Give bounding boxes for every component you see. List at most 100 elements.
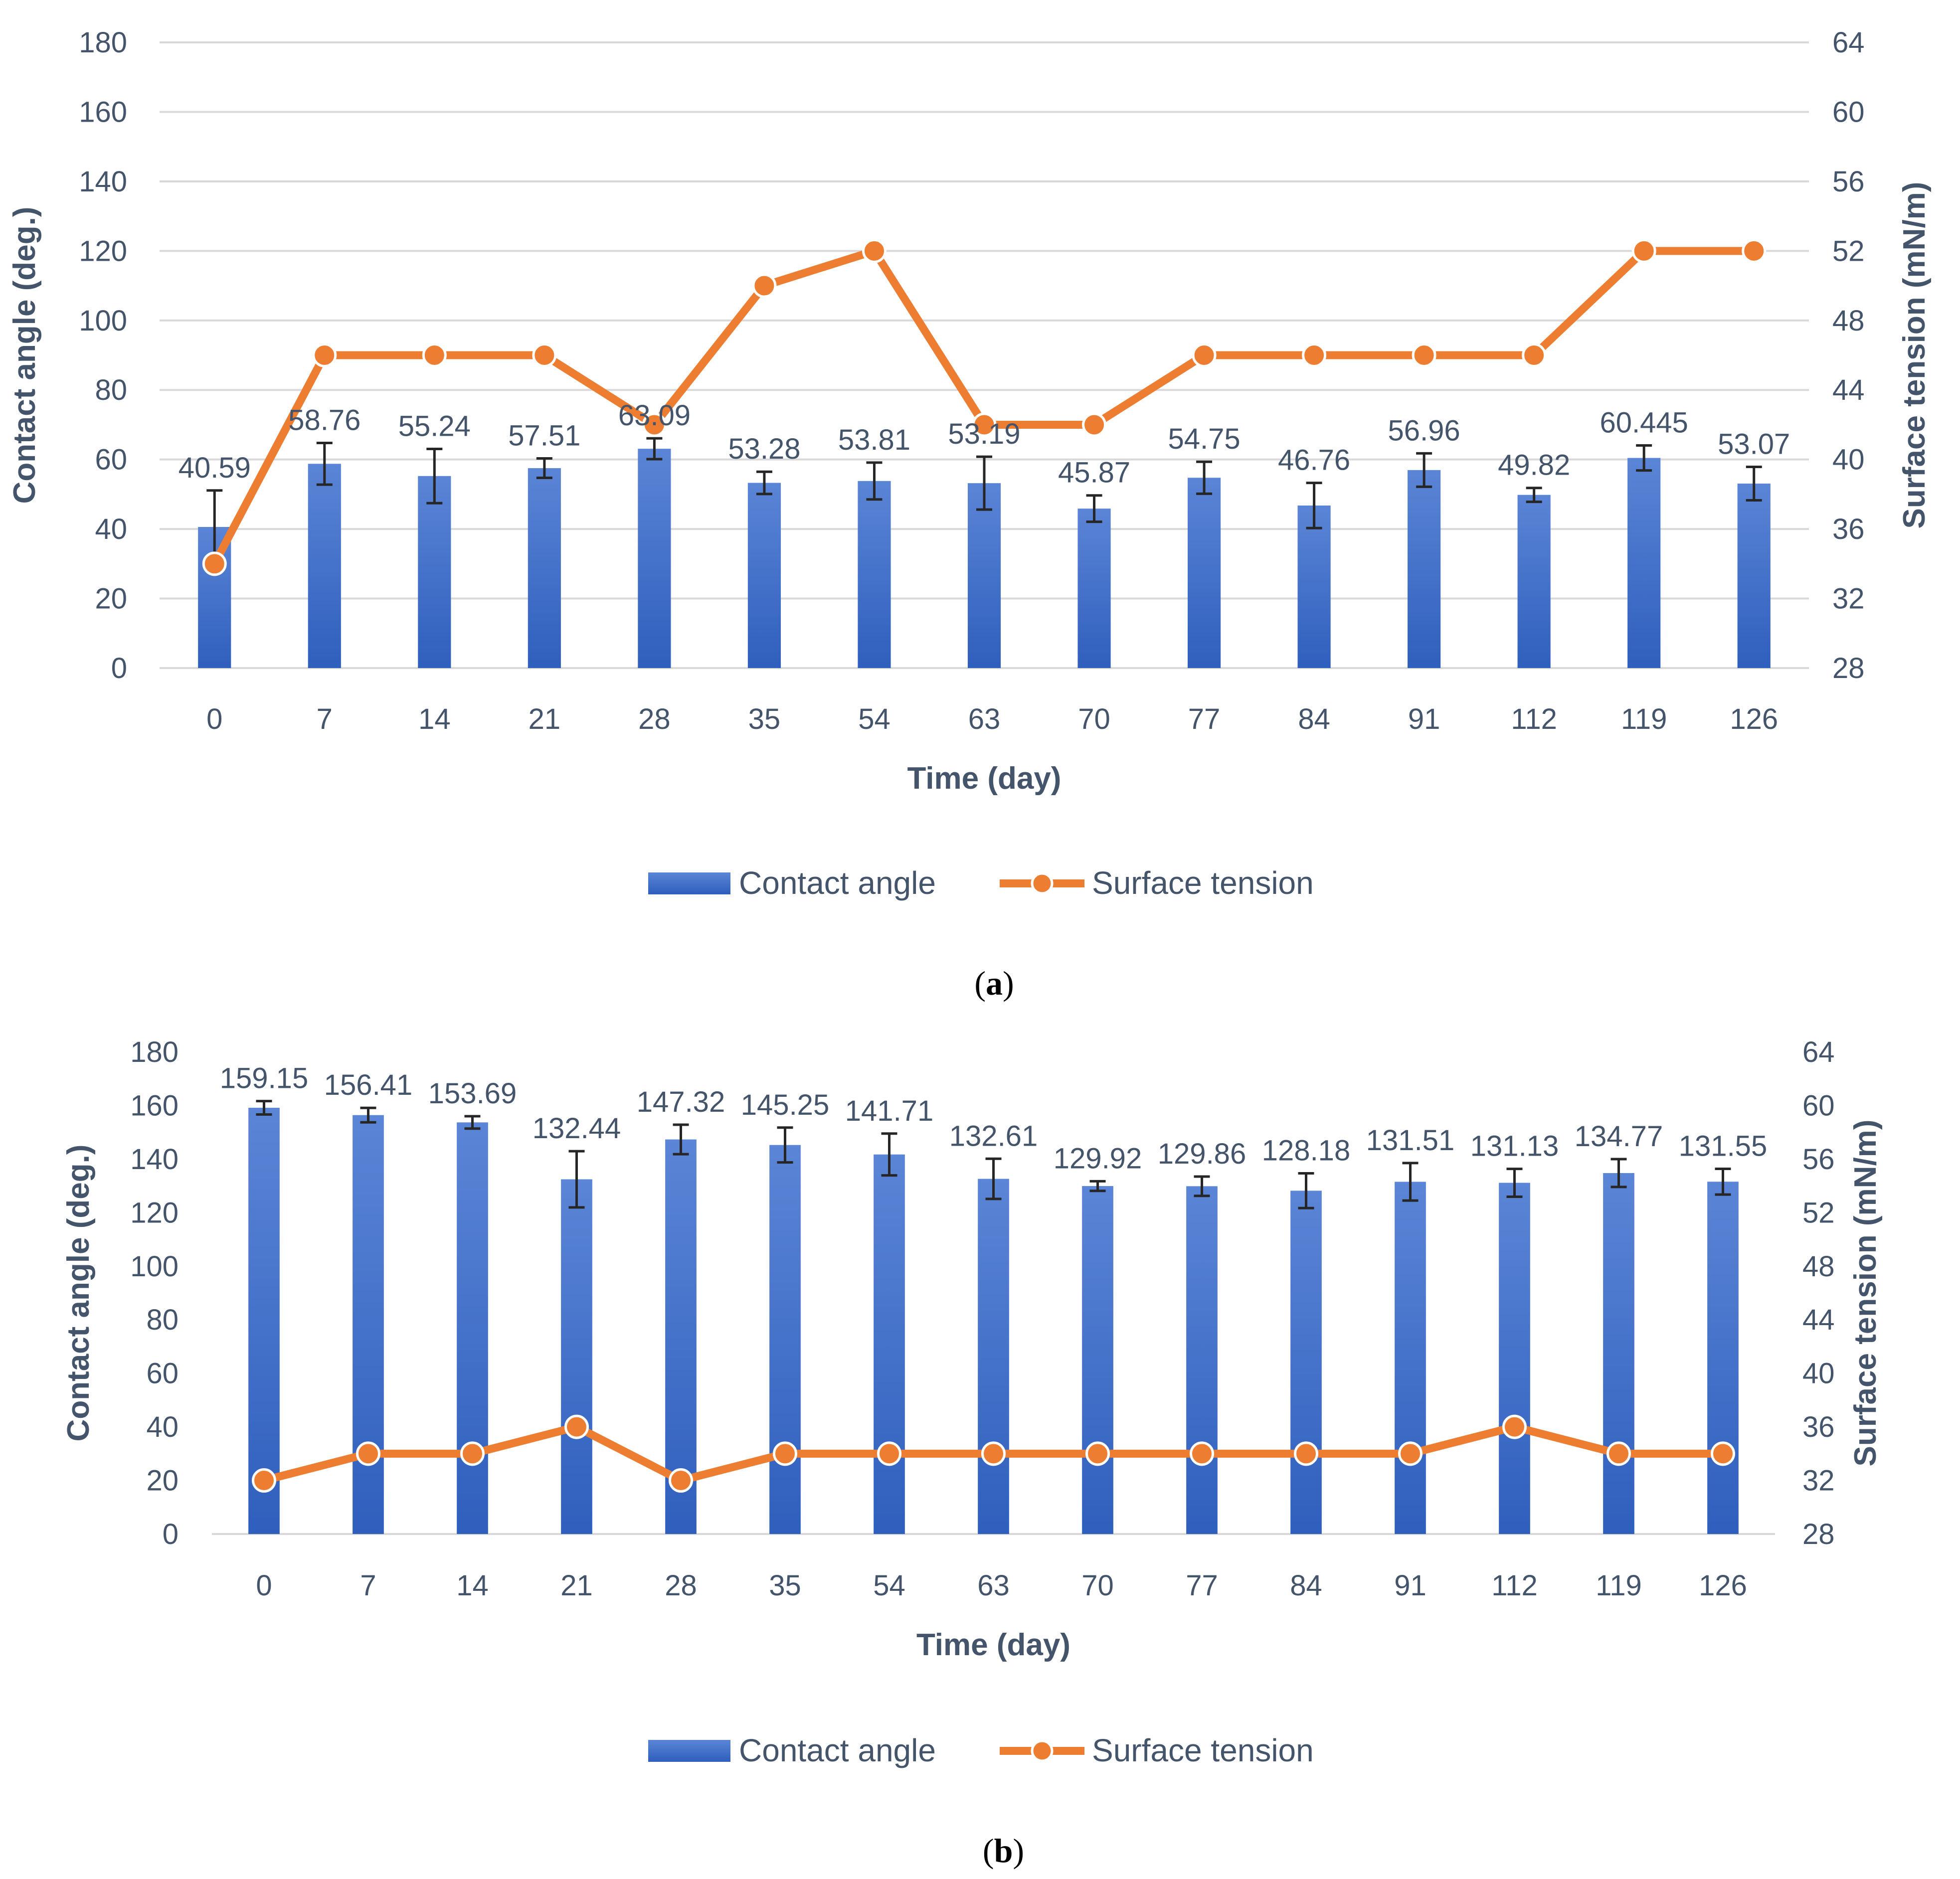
- y-left-axis-title: Contact angle (deg.): [7, 207, 42, 504]
- x-tick-label: 70: [1078, 703, 1110, 735]
- contact-angle-bar: [638, 449, 671, 668]
- y-left-tick-label: 40: [95, 513, 127, 545]
- y-right-tick-label: 36: [1802, 1411, 1835, 1443]
- surface-tension-marker: [252, 1468, 276, 1493]
- contact-angle-bar: [1707, 1182, 1739, 1534]
- bar-data-label: 60.445: [1600, 406, 1688, 439]
- y-left-axis-title: Contact angle (deg.): [61, 1145, 96, 1442]
- surface-tension-marker: [532, 343, 557, 367]
- contact-angle-bar: [1077, 509, 1111, 668]
- y-left-tick-label: 40: [146, 1411, 178, 1443]
- bar-data-label: 159.15: [220, 1062, 308, 1095]
- x-tick-label: 84: [1298, 703, 1330, 735]
- y-left-tick-label: 80: [146, 1304, 178, 1336]
- chart-panel-b: 0204060801001201401601802832364044485256…: [61, 1036, 1883, 1870]
- x-tick-label: 0: [206, 703, 222, 735]
- surface-tension-marker: [773, 1441, 797, 1466]
- x-tick-label: 70: [1081, 1569, 1114, 1602]
- bar-data-label: 131.55: [1679, 1130, 1767, 1162]
- x-tick-label: 63: [968, 703, 1001, 735]
- surface-tension-marker: [1742, 238, 1767, 263]
- error-bar: [1402, 1162, 1419, 1202]
- error-bar: [1089, 1180, 1106, 1193]
- y-right-tick-label: 28: [1832, 652, 1865, 684]
- surface-tension-marker: [312, 343, 337, 367]
- bar-data-label: 128.18: [1262, 1134, 1350, 1167]
- y-left-tick-label: 180: [130, 1036, 178, 1068]
- error-bar: [1416, 452, 1432, 488]
- y-right-tick-label: 60: [1832, 96, 1865, 128]
- surface-tension-marker: [1502, 1414, 1527, 1439]
- y-right-axis-title: Surface tension (mN/m): [1897, 182, 1932, 529]
- legend-swatch-contact-angle: [648, 872, 730, 894]
- y-right-tick-label: 64: [1802, 1036, 1835, 1068]
- y-right-tick-label: 28: [1802, 1518, 1835, 1550]
- bar-data-label: 132.44: [533, 1112, 621, 1145]
- x-tick-label: 14: [418, 703, 451, 735]
- legend: Contact angle Surface tension: [648, 865, 1314, 901]
- contact-angle-bar: [1603, 1173, 1634, 1534]
- x-tick-label: 0: [256, 1569, 272, 1602]
- surface-tension-marker: [1082, 412, 1107, 437]
- bar-data-label: 46.76: [1278, 444, 1350, 477]
- surface-tension-marker: [1522, 343, 1547, 367]
- y-left-tick-label: 160: [79, 96, 127, 128]
- contact-angle-bar: [1408, 470, 1441, 668]
- y-right-tick-label: 52: [1802, 1196, 1835, 1229]
- x-tick-label: 77: [1186, 1569, 1218, 1602]
- y-right-tick-label: 44: [1832, 374, 1865, 406]
- bar-data-label: 63.09: [618, 399, 691, 432]
- x-tick-label: 35: [748, 703, 781, 735]
- y-right-tick-label: 40: [1802, 1358, 1835, 1390]
- surface-tension-marker: [1631, 238, 1656, 263]
- bar-data-label: 53.19: [948, 418, 1020, 450]
- error-bar: [1610, 1158, 1627, 1189]
- error-bar: [256, 1100, 272, 1116]
- y-left-tick-label: 0: [163, 1518, 178, 1550]
- panel-caption: (b): [983, 1832, 1024, 1870]
- surface-tension-marker: [202, 551, 227, 576]
- contact-angle-bar: [1297, 505, 1331, 668]
- bar-data-label: 129.86: [1158, 1138, 1246, 1170]
- error-bar: [1086, 494, 1102, 523]
- contact-angle-bar: [967, 483, 1001, 668]
- bar-data-label: 153.69: [428, 1077, 517, 1110]
- y-right-tick-label: 56: [1832, 166, 1865, 198]
- error-bar: [866, 461, 883, 501]
- x-tick-label: 7: [360, 1569, 376, 1602]
- y-right-tick-label: 60: [1802, 1089, 1835, 1122]
- y-left-tick-label: 140: [79, 166, 127, 198]
- error-bar: [777, 1126, 793, 1164]
- y-left-tick-label: 80: [95, 374, 127, 406]
- surface-tension-marker: [564, 1414, 589, 1439]
- surface-tension-marker: [1192, 343, 1217, 367]
- surface-tension-marker: [981, 1441, 1006, 1466]
- x-tick-label: 35: [769, 1569, 801, 1602]
- surface-tension-marker: [1085, 1441, 1110, 1466]
- x-tick-label: 91: [1408, 703, 1440, 735]
- x-tick-label: 119: [1596, 1569, 1641, 1602]
- surface-tension-marker: [1190, 1441, 1214, 1466]
- y-left-tick-label: 160: [130, 1089, 178, 1122]
- y-left-tick-label: 60: [146, 1358, 178, 1390]
- contact-angle-bar: [769, 1145, 801, 1534]
- x-tick-label: 112: [1511, 703, 1557, 735]
- x-axis-title: Time (day): [907, 761, 1062, 796]
- surface-tension-marker: [1398, 1441, 1423, 1466]
- surface-tension-marker: [972, 412, 997, 437]
- error-bar: [756, 470, 772, 496]
- contact-angle-bar: [874, 1154, 905, 1534]
- contact-angle-bar: [1290, 1191, 1322, 1534]
- error-bar: [1526, 487, 1542, 504]
- y-right-tick-label: 40: [1832, 444, 1865, 476]
- x-tick-label: 77: [1188, 703, 1221, 735]
- error-bar: [1506, 1168, 1523, 1198]
- contact-angle-bar: [1082, 1186, 1113, 1534]
- error-bar: [1306, 482, 1322, 529]
- error-bar: [976, 455, 992, 511]
- y-left-tick-label: 100: [130, 1250, 178, 1283]
- x-tick-label: 119: [1621, 703, 1667, 735]
- contact-angle-bar: [858, 481, 891, 668]
- contact-angle-bar: [1395, 1182, 1426, 1534]
- contact-angle-bar: [1187, 478, 1221, 668]
